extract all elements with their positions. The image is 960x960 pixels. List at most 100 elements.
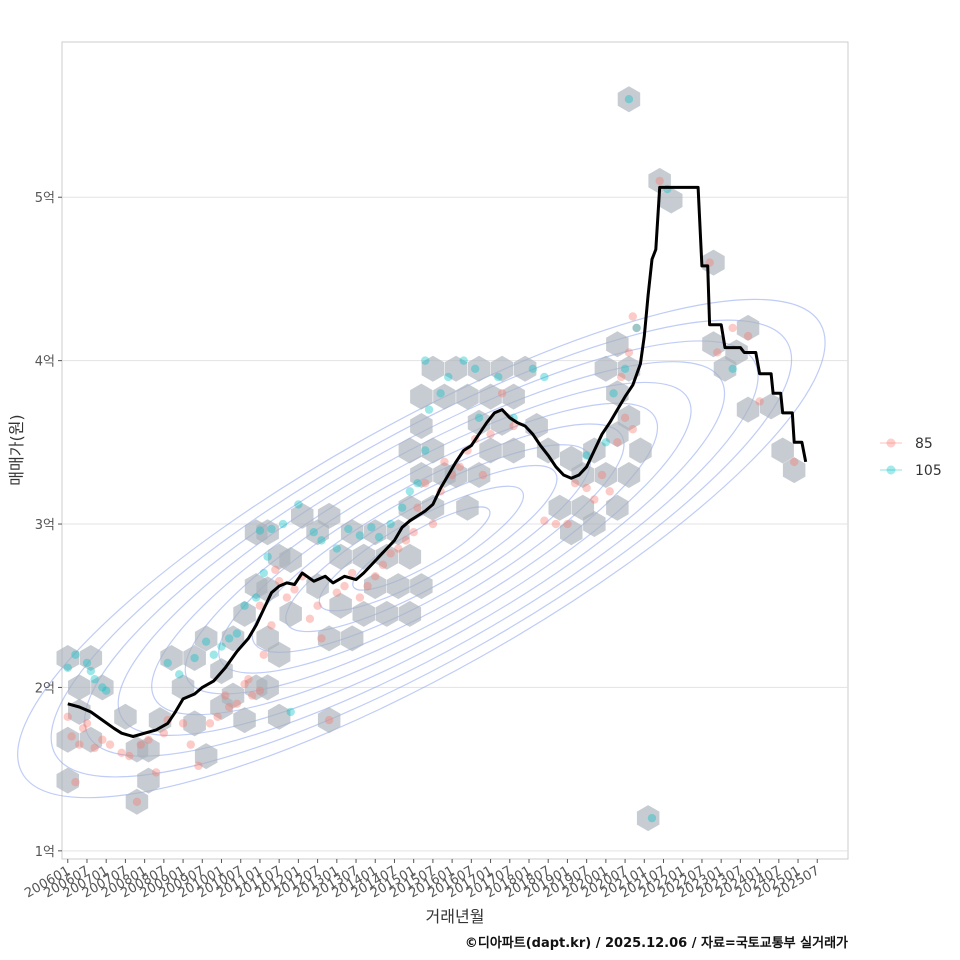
hexbin (398, 600, 422, 627)
hexbin (340, 519, 364, 546)
point-105 (540, 372, 549, 382)
y-axis: 1억 2억 3억 4억 5억 (35, 191, 62, 860)
hexbin (410, 413, 433, 439)
hexbin (617, 404, 641, 431)
hexbin (279, 600, 302, 627)
point-105 (601, 438, 611, 447)
hexbin (279, 547, 302, 573)
point-105 (470, 364, 480, 373)
point-85 (78, 724, 88, 733)
hexbin (56, 645, 79, 671)
point-105 (367, 523, 376, 532)
point-85 (240, 679, 249, 689)
point-85 (159, 728, 169, 738)
point-105 (209, 650, 219, 659)
hexbin (91, 674, 114, 701)
point-105 (240, 601, 249, 610)
point-105 (405, 487, 415, 496)
point-85 (363, 581, 372, 591)
point-85 (63, 712, 72, 722)
point-105 (459, 356, 468, 365)
point-85 (232, 699, 242, 708)
hexbin (560, 519, 583, 546)
trend-line (67, 185, 808, 738)
hexbin (183, 710, 206, 737)
hexbin (479, 383, 502, 410)
point-105 (86, 666, 96, 676)
point-105 (728, 364, 737, 373)
point-105 (251, 593, 261, 602)
legend-label-85: 85 (915, 436, 933, 452)
hexbin (479, 437, 502, 464)
trend-line-layer (67, 185, 808, 738)
hexbin (79, 726, 103, 753)
hexbin (502, 383, 525, 410)
point-85 (194, 761, 203, 771)
hexbin (410, 573, 433, 600)
point-105 (82, 658, 92, 668)
point-85 (117, 748, 126, 757)
hexbin (194, 625, 218, 652)
hexbin (617, 355, 641, 382)
density-contour (17, 298, 826, 799)
hexbin (467, 355, 491, 382)
point-105 (294, 500, 303, 509)
plot-panel (61, 41, 849, 860)
y-tick-label: 2억 (35, 681, 55, 696)
hexbin (256, 625, 279, 652)
point-85 (413, 503, 422, 512)
point-85 (71, 778, 80, 787)
point-85 (274, 577, 284, 586)
point-85 (259, 650, 268, 659)
hexbin (317, 707, 341, 734)
point-85 (136, 740, 145, 749)
hexbin (160, 645, 183, 671)
point-85 (371, 572, 380, 581)
point-85 (620, 413, 630, 423)
point-105 (528, 364, 538, 373)
point-105 (421, 446, 430, 455)
hexbin (536, 437, 560, 464)
x-axis-title: 거래년월 (426, 907, 485, 926)
point-85 (582, 483, 591, 493)
point-105 (98, 683, 107, 692)
point-105 (647, 813, 657, 823)
point-85 (340, 581, 349, 591)
point-85 (409, 528, 418, 537)
point-85 (789, 457, 799, 467)
hexbin (513, 355, 537, 382)
point-105 (620, 364, 630, 373)
point-85 (713, 348, 722, 357)
point-105 (494, 372, 503, 382)
point-85 (255, 601, 265, 610)
point-105 (102, 686, 111, 695)
legend: 85 105 (880, 436, 942, 479)
x-axis: 2006012006072007012007072008012008072009… (22, 859, 822, 901)
y-tick-label: 5억 (35, 191, 55, 206)
density-contours (17, 298, 826, 799)
point-85 (755, 397, 764, 406)
point-105 (424, 405, 434, 414)
point-105 (397, 503, 407, 512)
point-85 (332, 588, 342, 597)
hexbin (571, 462, 595, 488)
hexbin (421, 494, 445, 521)
point-105 (267, 524, 276, 534)
hexbin (398, 543, 422, 570)
point-85 (605, 487, 614, 496)
hexbin (183, 645, 206, 671)
point-85 (305, 614, 315, 624)
point-85 (440, 457, 449, 467)
hexbin (114, 703, 137, 730)
hexbin (56, 726, 79, 753)
point-85 (221, 691, 230, 700)
hexbin (387, 573, 410, 600)
hexbin (629, 437, 652, 464)
hexbin (364, 519, 387, 546)
point-85 (551, 519, 561, 529)
hexbin (340, 625, 364, 652)
point-105 (609, 389, 618, 398)
point-85 (624, 348, 634, 357)
point-85 (509, 421, 518, 431)
